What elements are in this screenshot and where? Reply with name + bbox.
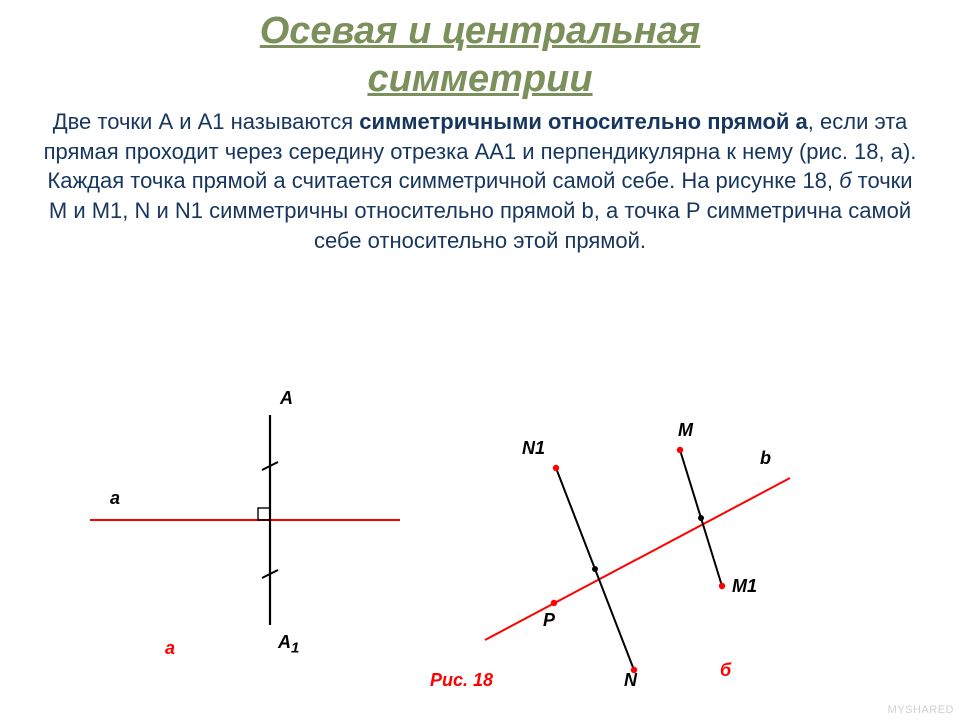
- label-M1: M1: [732, 576, 757, 597]
- figure-area: А А1 a а N1 M b M1 P N б Рис. 18: [0, 370, 960, 710]
- label-line-a: a: [110, 488, 120, 509]
- label-P: P: [543, 610, 555, 631]
- label-line-b: b: [760, 448, 771, 469]
- watermark: MYSHARED: [888, 704, 954, 716]
- title-line-2: симметрии: [0, 56, 960, 104]
- title-line-1: Осевая и центральная: [0, 8, 960, 56]
- label-A1: А1: [278, 632, 299, 657]
- page-title: Осевая и центральная симметрии: [0, 0, 960, 103]
- body-paragraph: Две точки А и А1 называются симметричным…: [0, 103, 960, 255]
- figure-svg: [0, 370, 960, 710]
- label-M: M: [678, 420, 693, 441]
- label-N1: N1: [522, 438, 545, 459]
- label-N: N: [624, 670, 637, 691]
- figure-caption: Рис. 18: [430, 670, 493, 691]
- label-A: А: [280, 388, 293, 409]
- body-i1: б: [839, 168, 851, 193]
- sublabel-b: б: [720, 660, 731, 681]
- body-t1: Две точки А и А1 называются: [53, 109, 360, 134]
- sublabel-a: а: [165, 638, 175, 659]
- body-b1: симметричными относительно прямой а: [359, 109, 808, 134]
